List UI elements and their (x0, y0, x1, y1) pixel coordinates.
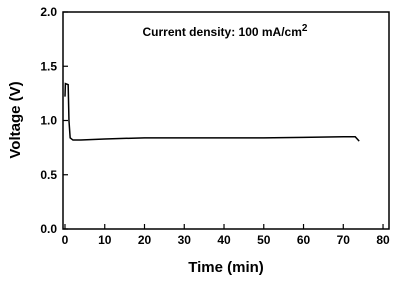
y-tick-label: 0.0 (40, 222, 57, 236)
annotation-superscript: 2 (302, 23, 308, 34)
x-tick-label: 0 (62, 233, 69, 247)
x-tick-label: 60 (297, 233, 311, 247)
annotation-text: Current density: 100 mA/cm (143, 25, 302, 39)
x-tick-label: 10 (98, 233, 112, 247)
x-tick-label: 30 (178, 233, 192, 247)
x-tick-label: 70 (337, 233, 351, 247)
line (64, 82, 360, 142)
x-tick-label: 20 (138, 233, 152, 247)
y-tick-label: 2.0 (40, 5, 57, 19)
plot-frame (62, 11, 390, 230)
y-tick-label: 1.0 (40, 114, 57, 128)
y-tick-label: 0.5 (40, 168, 57, 182)
x-tick-label: 50 (257, 233, 271, 247)
x-tick-label: 40 (217, 233, 231, 247)
x-axis-label: Time (min) (188, 259, 264, 276)
annotation: Current density: 100 mA/cm2 (143, 23, 308, 39)
x-tick-label: 80 (376, 233, 390, 247)
y-axis-label: Voltage (V) (7, 81, 24, 158)
y-tick-label: 1.5 (40, 59, 57, 73)
